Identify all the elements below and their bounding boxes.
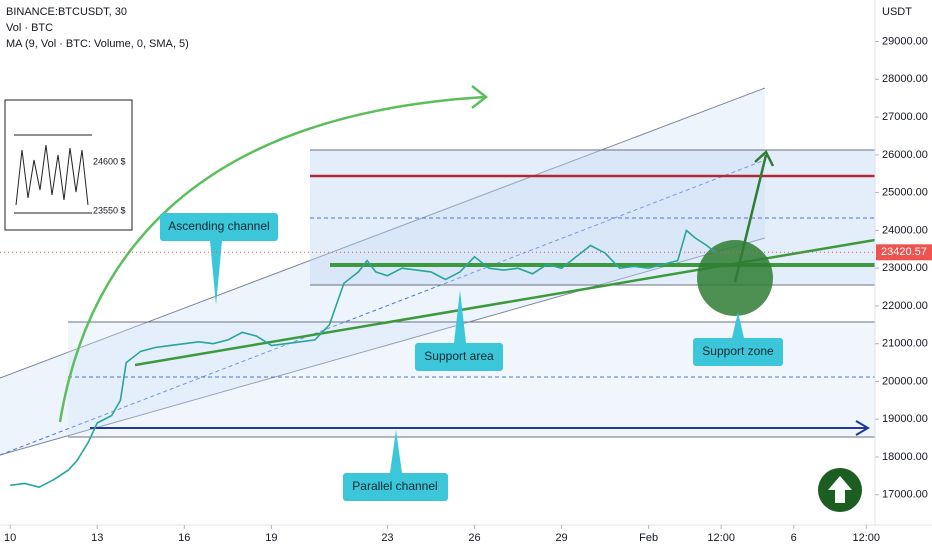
callout-box bbox=[343, 473, 448, 501]
x-tick-label: 23 bbox=[381, 532, 393, 544]
x-tick-label: 6 bbox=[791, 532, 797, 544]
x-tick-label: 29 bbox=[555, 532, 567, 544]
inset-path bbox=[15, 144, 89, 206]
x-tick-label: 12:00 bbox=[853, 532, 881, 544]
y-tick-label: 28000.00 bbox=[882, 73, 928, 85]
inset-label: 24600 $ bbox=[93, 156, 126, 166]
y-tick-label: 24000.00 bbox=[882, 224, 928, 236]
last-price-label: 23420.57 bbox=[881, 246, 927, 258]
y-tick-label: 19000.00 bbox=[882, 413, 928, 425]
green-curve bbox=[58, 95, 486, 423]
chart-title: BINANCE:BTCUSDT, 30 bbox=[6, 6, 127, 18]
channel-fill bbox=[0, 88, 765, 455]
target-arrow-head bbox=[754, 149, 775, 167]
callout-box bbox=[415, 343, 503, 371]
callout-box bbox=[160, 213, 278, 241]
blue-arrow-head bbox=[855, 420, 870, 436]
callout-text: Support zone bbox=[702, 344, 774, 358]
indicator: MA (9, Vol · BTC: Volume, 0, SMA, 5) bbox=[6, 38, 189, 50]
subtitle: Vol · BTC bbox=[6, 22, 53, 34]
callout-box bbox=[693, 338, 783, 366]
y-tick-label: 22000.00 bbox=[882, 300, 928, 312]
x-tick-label: 26 bbox=[468, 532, 480, 544]
x-tick-label: 10 bbox=[4, 532, 16, 544]
last-price-box bbox=[876, 244, 932, 261]
y-tick-label: 23000.00 bbox=[882, 262, 928, 274]
callout-text: Support area bbox=[424, 349, 494, 363]
x-tick-label: 16 bbox=[178, 532, 190, 544]
y-tick-label: 20000.00 bbox=[882, 375, 928, 387]
callout-tail bbox=[732, 312, 744, 338]
x-tick-label: Feb bbox=[639, 532, 658, 544]
x-tick-label: 13 bbox=[91, 532, 103, 544]
y-tick-label: 27000.00 bbox=[882, 111, 928, 123]
y-axis-label: USDT bbox=[882, 6, 912, 18]
callout-tail bbox=[390, 430, 402, 473]
price-line bbox=[10, 228, 716, 489]
callout-text: Parallel channel bbox=[352, 479, 437, 493]
y-tick-label: 21000.00 bbox=[882, 338, 928, 350]
boost-icon bbox=[828, 476, 852, 503]
y-tick-label: 29000.00 bbox=[882, 35, 928, 47]
green-curve-head bbox=[471, 85, 489, 109]
y-tick-label: 25000.00 bbox=[882, 187, 928, 199]
callout-tail bbox=[210, 241, 222, 305]
inset-label: 23550 $ bbox=[93, 205, 126, 215]
channel-line bbox=[0, 237, 766, 456]
x-tick-label: 12:00 bbox=[707, 532, 735, 544]
y-tick-label: 17000.00 bbox=[882, 489, 928, 501]
y-tick-label: 26000.00 bbox=[882, 149, 928, 161]
y-tick-label: 18000.00 bbox=[882, 451, 928, 463]
target-arrow bbox=[733, 154, 768, 283]
channel-mid bbox=[0, 159, 766, 456]
x-tick-label: 19 bbox=[265, 532, 277, 544]
callout-tail bbox=[454, 290, 466, 343]
callout-text: Ascending channel bbox=[168, 219, 269, 233]
channel-line bbox=[0, 87, 766, 379]
